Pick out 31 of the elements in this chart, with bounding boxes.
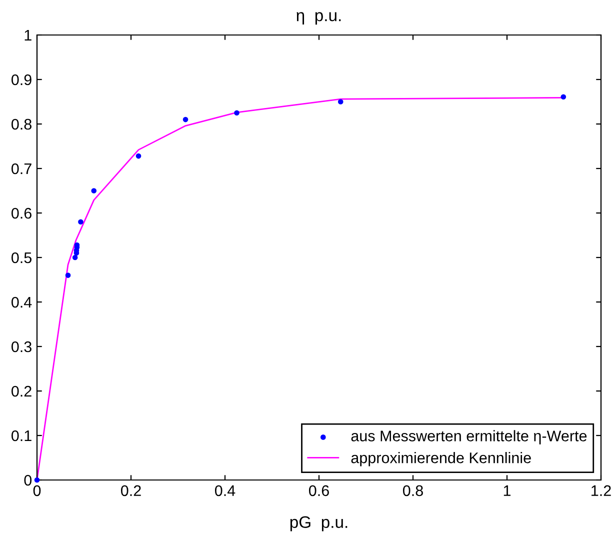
x-tick-label: 0 bbox=[33, 485, 41, 496]
point bbox=[182, 116, 188, 122]
y-tick-label: 0.9 bbox=[12, 74, 32, 86]
point bbox=[65, 272, 71, 278]
y-tick-label: 0.2 bbox=[12, 386, 32, 397]
point bbox=[560, 94, 566, 100]
x-tick-label: 1.2 bbox=[592, 485, 611, 496]
x-tick-label: 1 bbox=[504, 485, 511, 496]
x-tick-label: 0.8 bbox=[402, 485, 423, 496]
y-tick-label: 0.6 bbox=[12, 208, 32, 219]
point bbox=[91, 188, 97, 194]
y-tick-label: 0 bbox=[24, 474, 32, 486]
y-tick-label: 0.8 bbox=[12, 118, 32, 130]
point bbox=[136, 153, 142, 159]
y-tick-label: 1 bbox=[24, 30, 32, 41]
point bbox=[72, 254, 78, 260]
x-tick-label: 0.4 bbox=[214, 485, 236, 496]
y-tick-label: 0.4 bbox=[12, 296, 32, 308]
x-axis-title: pG p.u. bbox=[290, 516, 348, 532]
chart-title: η p.u. bbox=[296, 12, 341, 25]
point bbox=[78, 219, 84, 225]
legend-label: aus Messwerten ermittelte η-Werte bbox=[351, 430, 587, 444]
legend-label: approximierende Kennlinie bbox=[351, 452, 531, 466]
y-tick-label: 0.7 bbox=[12, 163, 32, 174]
y-tick-label: 0.3 bbox=[12, 341, 32, 352]
x-tick-label: 0.2 bbox=[120, 485, 141, 496]
point bbox=[234, 110, 240, 116]
point bbox=[338, 99, 344, 104]
y-tick-label: 0.5 bbox=[12, 252, 32, 264]
x-tick-label: 0.6 bbox=[308, 485, 329, 496]
y-tick-label: 0.1 bbox=[12, 430, 32, 442]
